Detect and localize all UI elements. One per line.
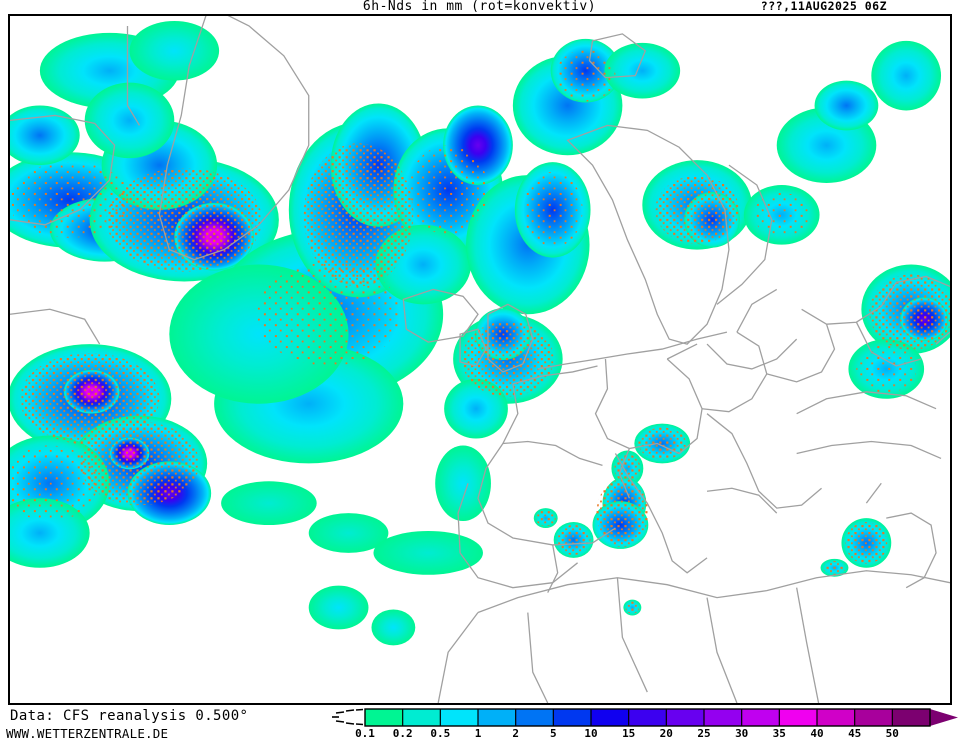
colorbar-label-group: 0.1 0.2 0.5 1 2 5 10 15 20 25 30 35 40 45 50 <box>330 727 959 741</box>
colorbar-low-end-taper <box>332 708 364 726</box>
colorbar-tick-label: 10 <box>584 727 598 740</box>
colorbar-tick-label: 35 <box>772 727 786 740</box>
colorbar-band <box>892 709 930 726</box>
precipitation-map[interactable] <box>10 16 950 703</box>
colorbar-tick-label: 25 <box>697 727 711 740</box>
precipitation-colorbar[interactable]: 0.1 0.2 0.5 1 2 5 10 15 20 25 30 35 40 45 50 <box>330 708 959 741</box>
precipitation-field <box>10 20 950 646</box>
colorbar-band <box>741 709 780 726</box>
data-source-label: Data: CFS reanalysis 0.500° <box>10 708 249 724</box>
colorbar-band <box>440 709 478 726</box>
colorbar-band <box>515 709 554 726</box>
colorbar-tick-label: 5 <box>549 727 557 740</box>
colorbar-tick-label: 20 <box>659 727 673 740</box>
colorbar-band <box>365 709 403 726</box>
colorbar-tick-label: 15 <box>622 727 636 740</box>
colorbar-outline <box>364 708 931 727</box>
convective-overlay <box>10 49 950 614</box>
colorbar-band <box>817 709 855 726</box>
colorbar-tick-label: 45 <box>848 727 862 740</box>
colorbar-tick-label: 50 <box>885 727 899 740</box>
colorbar-tick-label: 0.5 <box>430 727 451 740</box>
colorbar-band <box>478 709 516 726</box>
colorbar-band <box>402 709 441 726</box>
map-header: 6h-Nds in mm (rot=konvektiv) ???,11AUG20… <box>0 0 959 14</box>
colorbar-tick-label: 1 <box>474 727 482 740</box>
colorbar-band-group <box>365 709 958 726</box>
model-run-timestamp: ???,11AUG2025 06Z <box>760 0 887 13</box>
colorbar-tick-group <box>364 708 931 727</box>
colorbar-swatches <box>332 708 958 727</box>
colorbar-tick-label: 0.2 <box>392 727 413 740</box>
colorbar-band <box>553 709 591 726</box>
coastline-layer <box>10 16 950 703</box>
colorbar-tick-label: 30 <box>735 727 749 740</box>
colorbar-band <box>628 709 667 726</box>
map-frame <box>8 14 952 705</box>
map-footer: Data: CFS reanalysis 0.500° WWW.WETTERZE… <box>0 705 959 741</box>
colorbar-tick-label: 0.1 <box>355 727 375 740</box>
colorbar-high-end-taper <box>930 709 958 726</box>
colorbar-band <box>666 709 704 726</box>
colorbar-tick-label: 2 <box>512 727 519 740</box>
colorbar-band <box>591 709 629 726</box>
colorbar-band <box>704 709 742 726</box>
page-title: 6h-Nds in mm (rot=konvektiv) <box>362 0 597 14</box>
colorbar-band <box>779 709 817 726</box>
colorbar-band <box>854 709 893 726</box>
website-label: WWW.WETTERZENTRALE.DE <box>6 726 169 741</box>
colorbar-tick-label: 40 <box>810 727 824 740</box>
